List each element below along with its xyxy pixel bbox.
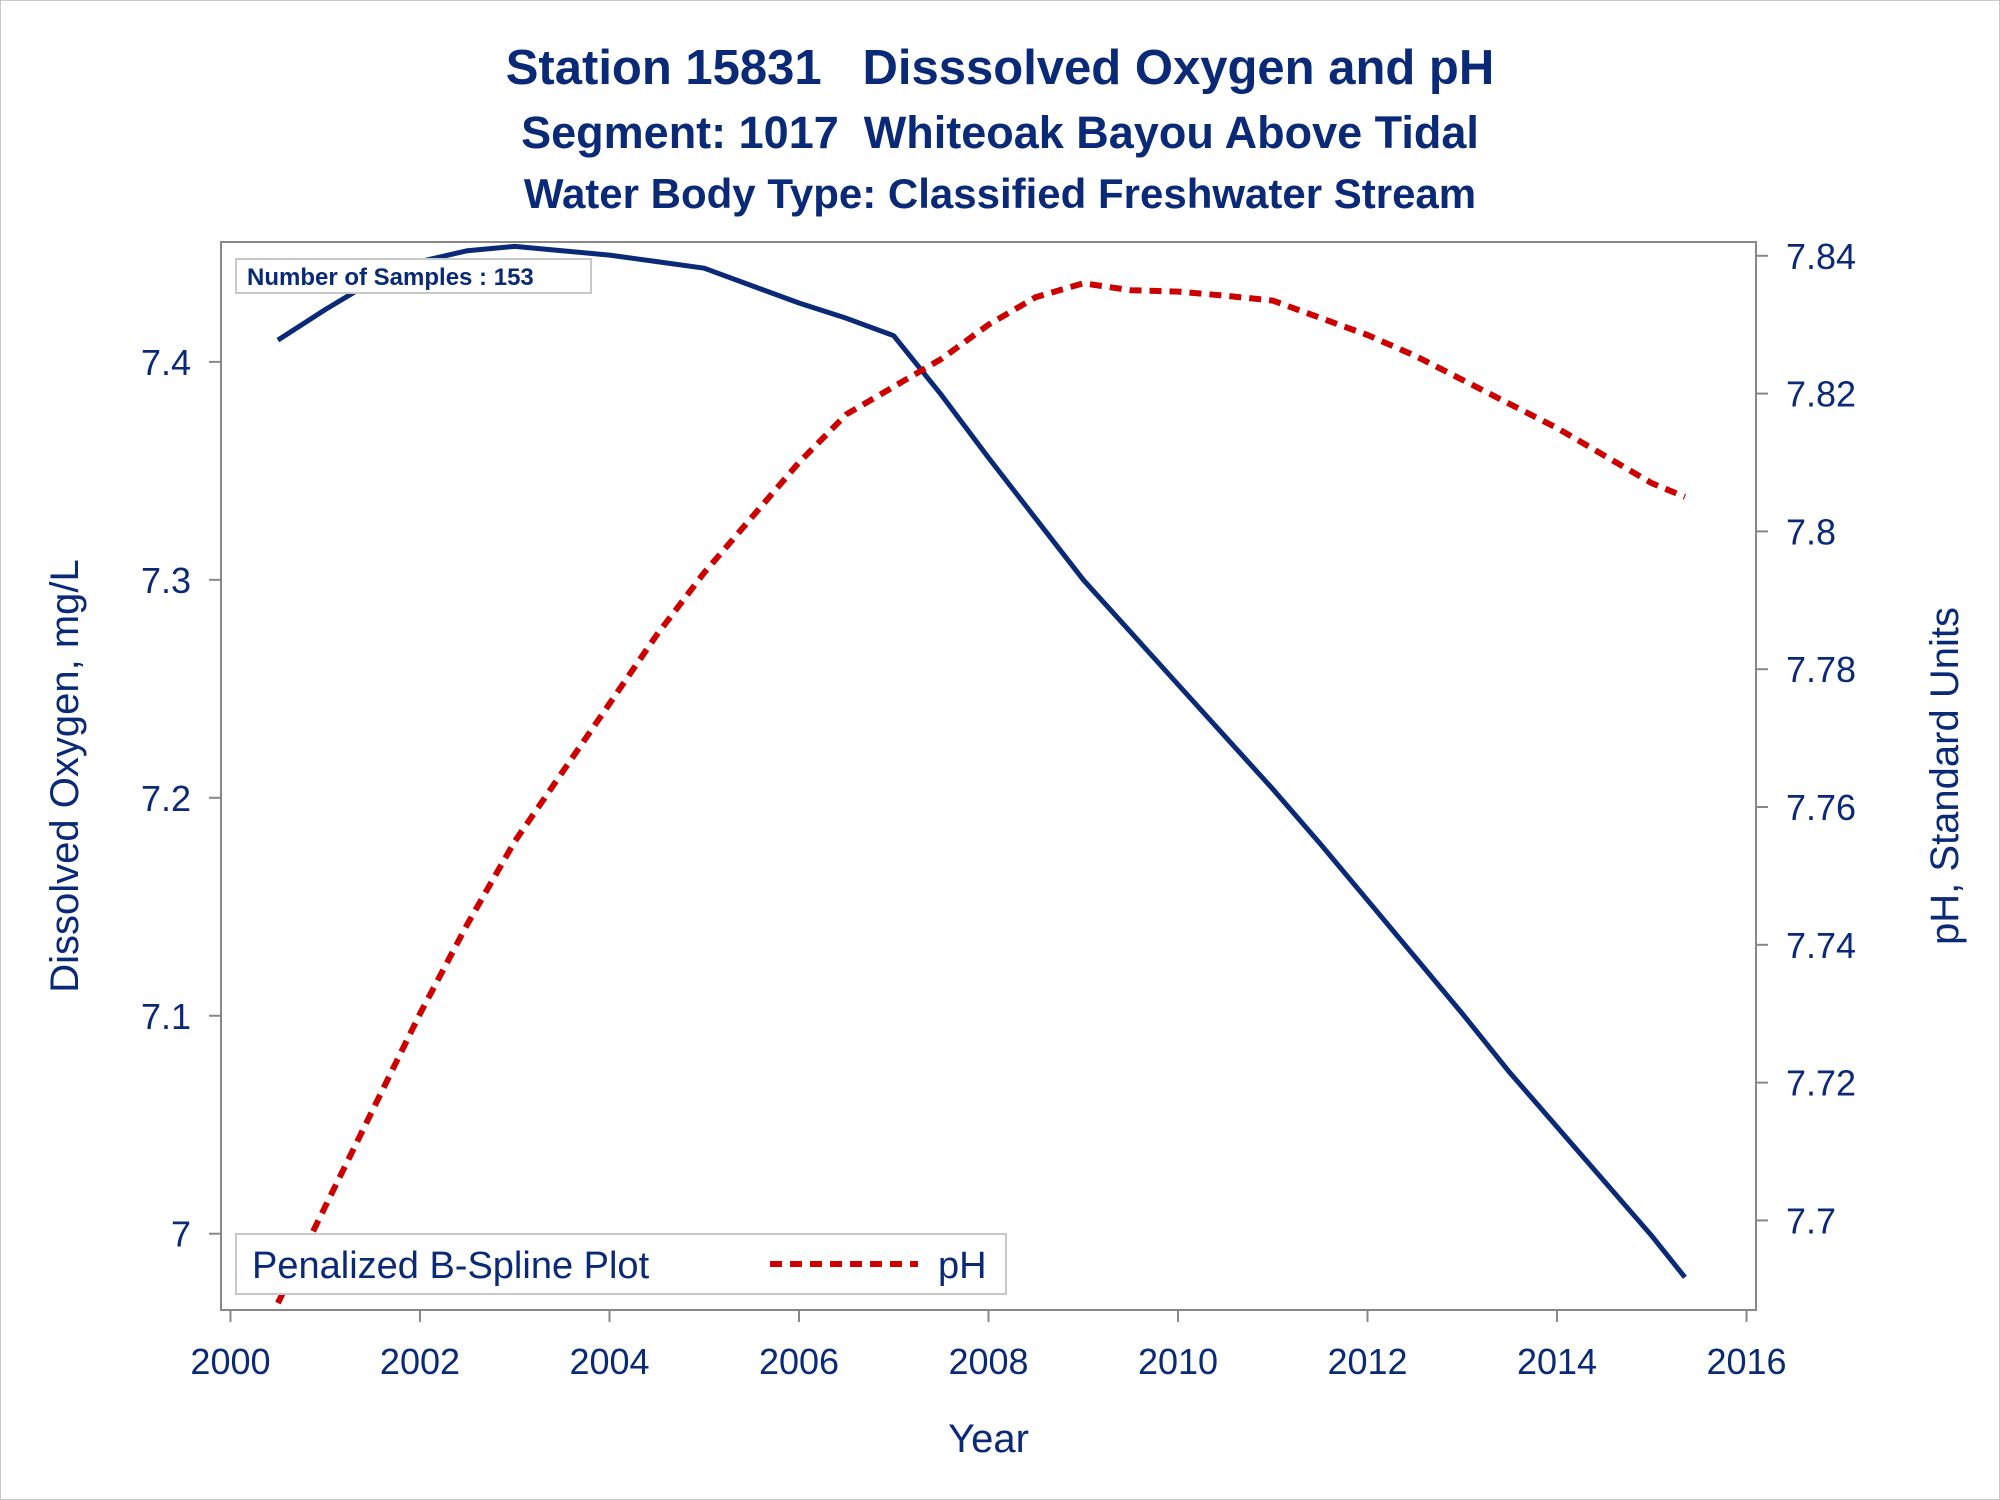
y-left-tick-label: 7.3: [141, 560, 191, 601]
x-axis: 2000 2002 2004 2006 2008 2010 2012 2014 2016: [190, 1310, 1787, 1382]
legend-label-ph: pH: [938, 1245, 987, 1287]
y-right-tick-label: 7.76: [1786, 787, 1856, 828]
y-right-tick-label: 7.74: [1786, 925, 1856, 966]
y-axis-right-title: pH, Standard Units: [1923, 607, 1967, 945]
x-tick-label: 2000: [190, 1341, 270, 1382]
x-tick-label: 2016: [1706, 1341, 1786, 1382]
chart-title: Station 15831 Disssolved Oxygen and pH: [505, 41, 1495, 95]
y-axis-left-title: Dissolved Oxygen, mg/L: [43, 559, 87, 993]
plot-area: [220, 241, 1757, 1311]
y-right-tick-label: 7.7: [1786, 1200, 1836, 1241]
y-left-tick-label: 7.2: [141, 778, 191, 819]
y-left-tick-label: 7.4: [141, 342, 191, 383]
y-right-tick-label: 7.72: [1786, 1063, 1856, 1104]
y-axis-left: 7 7.1 7.2 7.3 7.4: [141, 342, 221, 1255]
y-right-tick-label: 7.8: [1786, 511, 1836, 552]
x-tick-label: 2010: [1138, 1341, 1218, 1382]
x-tick-label: 2012: [1327, 1341, 1407, 1382]
x-tick-label: 2002: [380, 1341, 460, 1382]
y-left-tick-label: 7: [171, 1214, 191, 1255]
dissolved-oxygen-series-line: [276, 243, 1687, 1279]
y-axis-right: 7.7 7.72 7.74 7.76 7.78 7.8 7.82 7.84: [1756, 236, 1856, 1241]
legend: Penalized B-Spline Plot pH: [235, 1233, 1007, 1295]
x-tick-label: 2008: [948, 1341, 1028, 1382]
x-tick-label: 2014: [1517, 1341, 1597, 1382]
y-right-tick-label: 7.78: [1786, 649, 1856, 690]
samples-inset: Number of Samples : 153: [235, 258, 592, 294]
samples-count-label: Number of Samples : 153: [247, 264, 534, 291]
x-axis-title: Year: [948, 1417, 1029, 1461]
x-tick-label: 2004: [569, 1341, 649, 1382]
y-right-tick-label: 7.84: [1786, 236, 1856, 277]
chart-subtitle-2: Water Body Type: Classified Freshwater S…: [523, 170, 1477, 217]
y-right-tick-label: 7.82: [1786, 374, 1856, 415]
y-left-tick-label: 7.1: [141, 996, 191, 1037]
chart-subtitle: Segment: 1017 Whiteoak Bayou Above Tidal: [521, 107, 1479, 158]
series-layer: [275, 243, 1687, 1305]
ph-series-line: [275, 280, 1687, 1305]
x-tick-label: 2006: [759, 1341, 839, 1382]
legend-title: Penalized B-Spline Plot: [252, 1245, 650, 1287]
